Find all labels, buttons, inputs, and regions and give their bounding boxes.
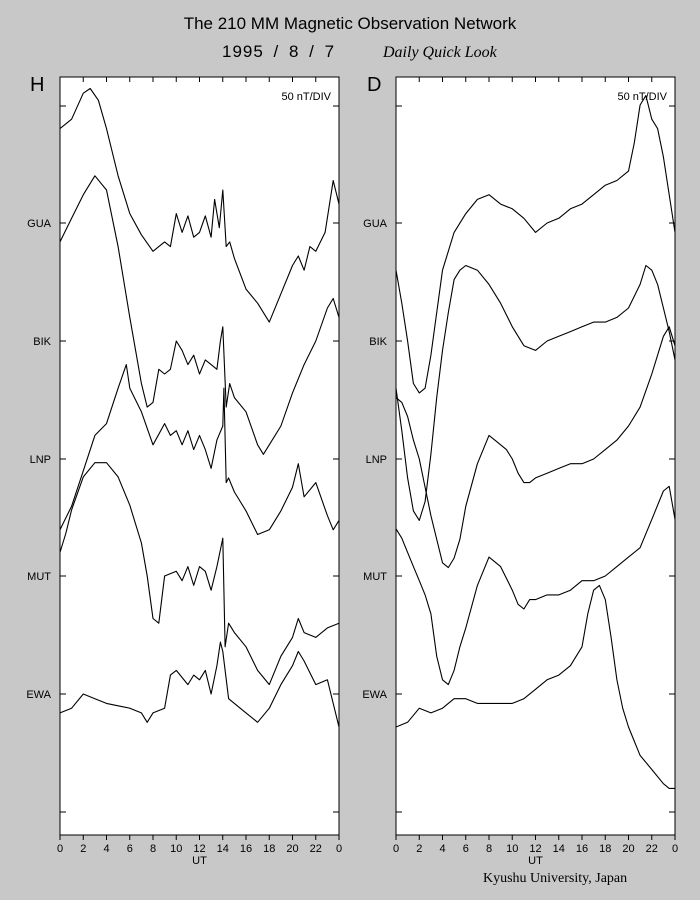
station-label: BIK xyxy=(33,336,51,348)
observation-date: 1995 / 8 / 7 xyxy=(222,42,336,61)
x-tick-label: 16 xyxy=(576,843,588,855)
station-label: GUA xyxy=(27,218,52,230)
x-tick-label: 6 xyxy=(127,843,133,855)
panel-h: H 50 nT/DIV 0 2 4 6 8 10 12 14 16 18 20 22 0 UT GUA BIK LN… xyxy=(26,74,342,867)
panel-frame xyxy=(59,76,340,836)
scale-label: 50 nT/DIV xyxy=(617,91,667,103)
series-line-bik xyxy=(59,175,340,455)
x-axis-label: UT xyxy=(192,855,207,867)
series-line-ewa xyxy=(59,641,340,728)
series-line-ewa xyxy=(395,584,675,789)
series-line-lnp xyxy=(395,326,676,569)
station-label: EWA xyxy=(362,689,387,701)
series-line-mut xyxy=(59,462,340,686)
station-label: LNP xyxy=(366,454,387,466)
x-tick-label: 0 xyxy=(672,843,678,855)
x-tick-label: 4 xyxy=(439,843,445,855)
x-tick-label: 20 xyxy=(286,843,298,855)
station-label: MUT xyxy=(27,571,51,583)
panel-d: D 50 nT/DIV 0 2 4 6 8 10 12 14 16 18 20 22 0 UT GUA BIK LN… xyxy=(362,74,678,867)
x-tick-label: 18 xyxy=(599,843,611,855)
station-label: MUT xyxy=(363,571,387,583)
x-axis-label: UT xyxy=(528,855,543,867)
x-tick-label: 14 xyxy=(553,843,565,855)
station-label: BIK xyxy=(369,336,387,348)
series-line-gua xyxy=(59,87,340,323)
x-tick-label: 0 xyxy=(393,843,399,855)
x-tick-label: 0 xyxy=(57,843,63,855)
panel-label: D xyxy=(367,74,381,96)
x-tick-label: 0 xyxy=(336,843,342,855)
x-tick-label: 4 xyxy=(103,843,109,855)
x-tick-label: 18 xyxy=(263,843,275,855)
x-tick-label: 22 xyxy=(646,843,658,855)
x-tick-label: 12 xyxy=(193,843,205,855)
scale-label: 50 nT/DIV xyxy=(281,91,331,103)
x-tick-label: 14 xyxy=(217,843,229,855)
series-line-mut xyxy=(395,485,676,686)
series-line-gua xyxy=(395,95,676,394)
x-tick-label: 22 xyxy=(310,843,322,855)
x-tick-label: 8 xyxy=(150,843,156,855)
x-tick-label: 8 xyxy=(486,843,492,855)
credit-text: Kyushu University, Japan xyxy=(483,871,628,886)
chart-title: The 210 MM Magnetic Observation Network xyxy=(183,14,517,33)
x-tick-label: 2 xyxy=(80,843,86,855)
chart-subtitle: Daily Quick Look xyxy=(383,44,497,61)
series-line-bik xyxy=(395,264,676,521)
x-tick-label: 12 xyxy=(529,843,541,855)
station-label: EWA xyxy=(26,689,51,701)
x-tick-label: 10 xyxy=(506,843,518,855)
x-tick-label: 20 xyxy=(622,843,634,855)
station-label: LNP xyxy=(30,454,51,466)
x-tick-label: 6 xyxy=(463,843,469,855)
series-line-lnp xyxy=(59,364,340,536)
station-label: GUA xyxy=(363,218,388,230)
x-tick-label: 16 xyxy=(240,843,252,855)
panel-label: H xyxy=(30,74,44,96)
panel-frame xyxy=(395,76,676,836)
x-tick-label: 10 xyxy=(170,843,182,855)
x-tick-label: 2 xyxy=(416,843,422,855)
